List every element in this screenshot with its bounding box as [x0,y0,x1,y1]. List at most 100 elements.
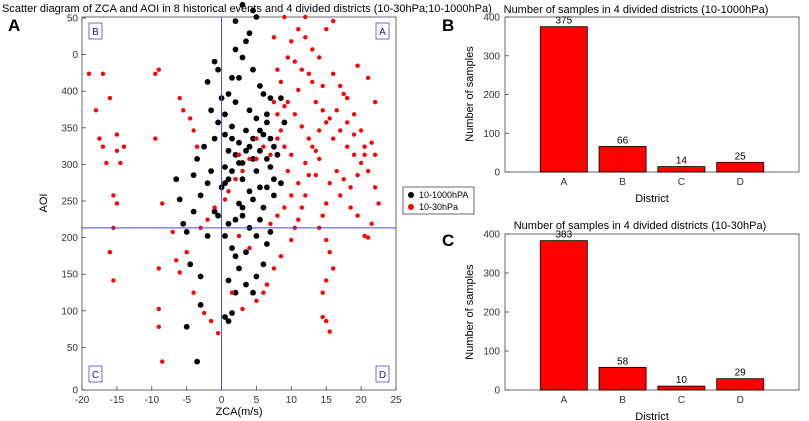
scatter-point-10-30hpa [184,250,189,255]
scatter-point-10-1000hpa [222,314,228,320]
scatter-point-10-1000hpa [180,220,187,227]
scatter-point-10-30hpa [240,168,245,174]
scatter-point-10-1000hpa [243,147,249,154]
scatter-point-10-30hpa [156,324,161,329]
scatter-point-10-30hpa [296,181,301,186]
scatter-point-10-30hpa [331,71,336,77]
scatter-x-tick-label: 15 [321,395,333,406]
scatter-point-10-30hpa [369,140,374,145]
scatter-point-10-30hpa [282,205,287,210]
scatter-point-10-1000hpa [222,164,228,170]
bar-b-y-tick-label: 400 [483,13,500,24]
scatter-point-10-1000hpa [197,302,204,308]
scatter-point-10-1000hpa [267,95,274,101]
scatter-point-10-30hpa [282,104,287,109]
scatter-x-tick-label: -15 [110,395,125,406]
scatter-point-10-30hpa [358,128,364,133]
scatter-point-10-30hpa [100,71,106,77]
bar-b-bar-value-label: 66 [617,135,629,146]
scatter-point-10-1000hpa [236,200,242,207]
scatter-point-10-30hpa [254,136,259,141]
scatter-point-10-1000hpa [250,196,256,203]
scatter-y-tick-label: 400 [61,87,78,98]
scatter-point-10-30hpa [240,306,245,312]
scatter-point-10-1000hpa [253,14,260,20]
scatter-point-10-30hpa [107,250,113,255]
scatter-point-10-30hpa [362,152,367,157]
scatter-point-10-1000hpa [225,147,232,154]
scatter-point-10-1000hpa [232,216,239,223]
scatter-point-10-30hpa [181,108,186,113]
scatter-point-10-1000hpa [236,160,242,166]
scatter-point-10-30hpa [327,329,332,334]
scatter-point-10-1000hpa [215,212,222,219]
bar-c-y-tick-label: 200 [483,308,500,319]
scatter-point-10-30hpa [275,112,280,117]
scatter-point-10-30hpa [306,172,311,178]
quadrant-label-b: B [92,27,99,38]
scatter-y-tick-label: 200 [61,233,78,244]
scatter-point-10-30hpa [114,148,120,153]
scatter-point-10-30hpa [320,83,325,89]
scatter-point-10-30hpa [289,237,294,243]
scatter-point-10-1000hpa [250,135,256,142]
scatter-y-tick-label: 350 [61,123,78,134]
scatter-point-10-30hpa [313,148,318,153]
scatter-point-10-30hpa [264,282,270,287]
bar-c-x-tick-label: A [560,395,567,406]
scatter-point-10-1000hpa [250,7,256,14]
scatter-point-10-30hpa [271,266,277,271]
scatter-point-10-30hpa [348,185,353,190]
scatter-point-10-1000hpa [264,111,270,118]
scatter-point-10-30hpa [107,95,113,101]
scatter-point-10-1000hpa [204,233,211,239]
scatter-point-10-1000hpa [183,323,190,330]
scatter-point-10-30hpa [275,213,280,218]
scatter-point-10-1000hpa [225,277,232,284]
scatter-y-tick-label: 300 [61,160,78,171]
scatter-point-10-1000hpa [208,107,215,114]
bar-c-bar-value-label: 10 [676,375,688,386]
scatter-point-10-30hpa [118,160,123,166]
scatter-point-10-30hpa [299,67,304,72]
scatter-point-10-1000hpa [229,310,235,316]
scatter-point-10-1000hpa [204,79,211,85]
legend-box [402,186,475,215]
scatter-x-tick-label: 20 [356,395,368,406]
scatter-point-10-1000hpa [232,151,239,158]
scatter-point-10-30hpa [285,168,290,174]
scatter-point-10-30hpa [351,112,357,117]
scatter-point-10-1000hpa [222,111,228,118]
scatter-point-10-1000hpa [271,176,277,183]
scatter-point-10-30hpa [261,290,266,295]
scatter-point-10-30hpa [271,35,277,40]
bar-c-x-tick-label: C [678,395,685,406]
scatter-point-10-30hpa [254,156,259,162]
scatter-point-10-30hpa [306,71,311,77]
scatter-point-10-30hpa [278,254,284,259]
scatter-point-10-30hpa [160,201,165,206]
bar-b-bar-value-label: 375 [555,16,572,27]
scatter-x-tick-label: 0 [219,395,225,406]
scatter-point-10-1000hpa [232,46,239,53]
bar-c-y-label: Number of samples [464,264,476,360]
scatter-point-10-1000hpa [243,249,249,256]
scatter-point-10-1000hpa [197,273,204,280]
scatter-point-10-1000hpa [239,212,246,219]
scatter-point-10-30hpa [296,27,301,32]
scatter-point-10-1000hpa [260,131,267,138]
scatter-point-10-30hpa [331,266,336,271]
scatter-x-tick-label: 25 [390,395,402,406]
bar-c-bar-value-label: 29 [735,368,747,379]
scatter-point-10-1000hpa [229,168,235,175]
scatter-point-10-30hpa [292,112,297,117]
scatter-point-10-30hpa [355,213,360,218]
scatter-point-10-1000hpa [257,216,263,223]
scatter-point-10-30hpa [320,213,325,218]
scatter-point-10-30hpa [327,116,332,121]
scatter-point-10-30hpa [365,168,371,174]
quadrant-label-c: C [92,370,99,381]
scatter-point-10-30hpa [153,71,158,77]
scatter-point-10-30hpa [310,79,315,85]
scatter-point-10-30hpa [271,99,277,105]
